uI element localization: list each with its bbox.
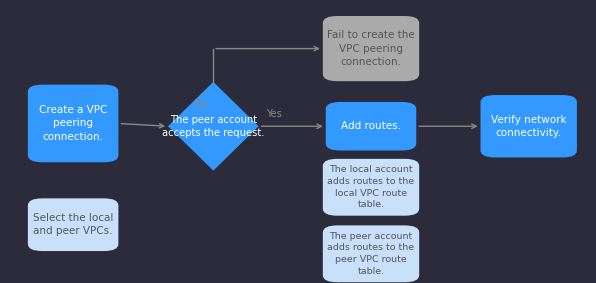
FancyBboxPatch shape — [326, 102, 416, 151]
FancyBboxPatch shape — [323, 16, 419, 81]
Text: Select the local
and peer VPCs.: Select the local and peer VPCs. — [33, 213, 113, 236]
FancyBboxPatch shape — [480, 95, 577, 157]
Text: No: No — [194, 98, 207, 108]
FancyBboxPatch shape — [28, 85, 119, 162]
Text: The peer account
accepts the request.: The peer account accepts the request. — [162, 115, 265, 138]
Text: Fail to create the
VPC peering
connection.: Fail to create the VPC peering connectio… — [327, 30, 415, 67]
Text: The peer account
adds routes to the
peer VPC route
table.: The peer account adds routes to the peer… — [327, 231, 415, 276]
Text: Yes: Yes — [266, 109, 281, 119]
FancyBboxPatch shape — [28, 198, 119, 251]
Text: The local account
adds routes to the
local VPC route
table.: The local account adds routes to the loc… — [327, 165, 415, 209]
Text: Verify network
connectivity.: Verify network connectivity. — [491, 115, 567, 138]
Text: Create a VPC
peering
connection.: Create a VPC peering connection. — [39, 105, 107, 142]
Text: Add routes.: Add routes. — [341, 121, 401, 131]
FancyBboxPatch shape — [323, 225, 419, 282]
Polygon shape — [168, 82, 259, 171]
FancyBboxPatch shape — [323, 159, 419, 216]
